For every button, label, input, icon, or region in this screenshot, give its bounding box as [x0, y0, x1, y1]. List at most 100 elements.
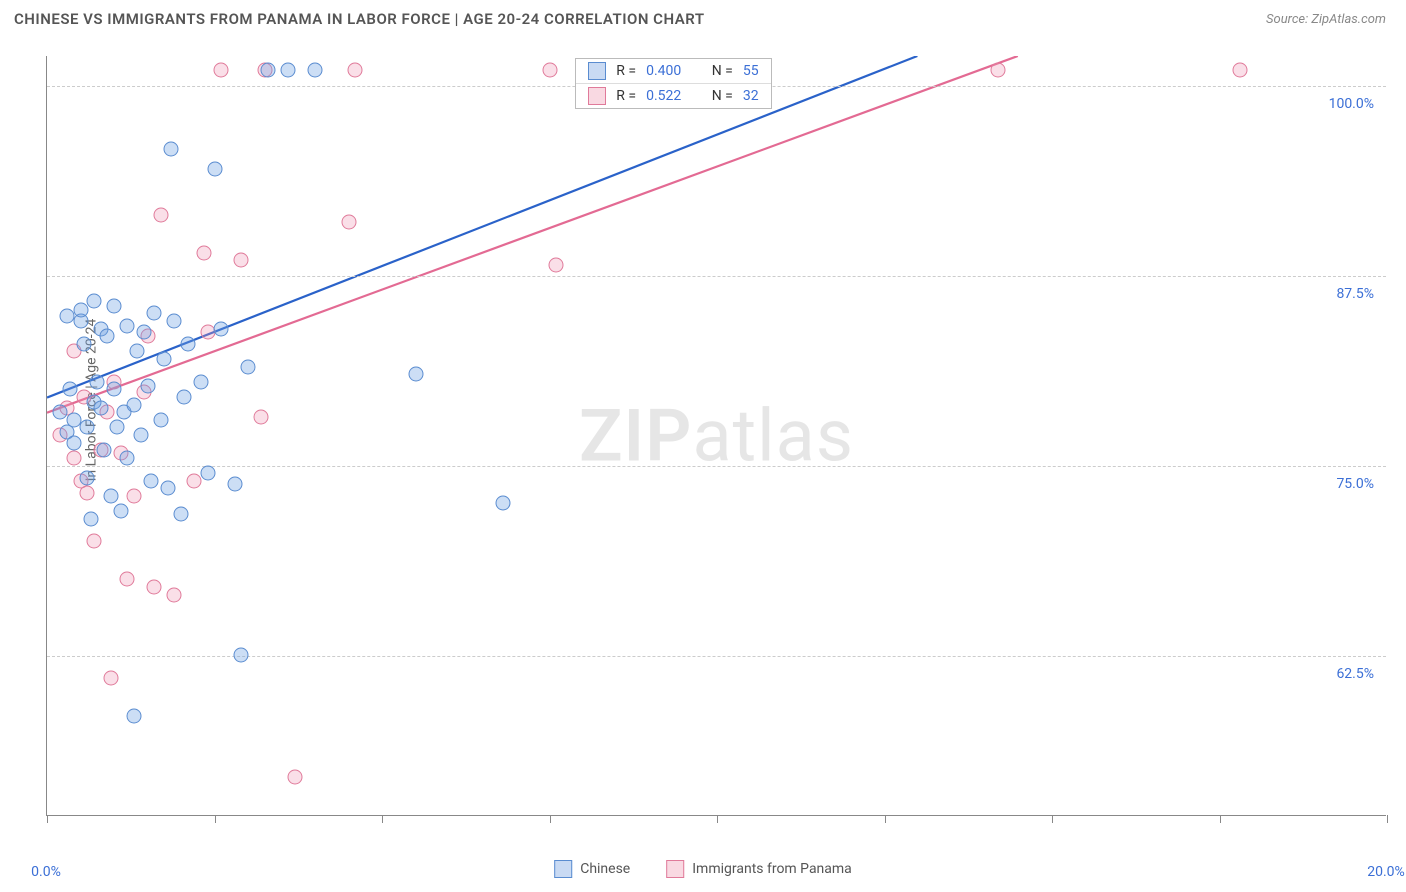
data-point — [281, 63, 296, 78]
swatch-icon — [554, 860, 572, 878]
x-tick — [382, 815, 383, 823]
gridline-h — [47, 276, 1386, 277]
data-point — [90, 374, 105, 389]
data-point — [207, 162, 222, 177]
data-point — [234, 648, 249, 663]
source-attribution: Source: ZipAtlas.com — [1266, 12, 1386, 27]
data-point — [100, 329, 115, 344]
data-point — [73, 303, 88, 318]
chart-title: CHINESE VS IMMIGRANTS FROM PANAMA IN LAB… — [14, 10, 705, 28]
data-point — [167, 587, 182, 602]
data-point — [163, 142, 178, 157]
data-point — [157, 352, 172, 367]
data-point — [495, 496, 510, 511]
data-point — [93, 400, 108, 415]
data-point — [107, 382, 122, 397]
data-point — [177, 390, 192, 405]
data-point — [96, 443, 111, 458]
legend-label: Chinese — [580, 861, 630, 877]
chart-header: CHINESE VS IMMIGRANTS FROM PANAMA IN LAB… — [0, 0, 1406, 34]
data-point — [261, 63, 276, 78]
data-point — [107, 298, 122, 313]
data-point — [147, 306, 162, 321]
data-point — [200, 466, 215, 481]
y-tick-label: 62.5% — [1336, 666, 1374, 682]
legend-item-chinese: Chinese — [554, 860, 630, 878]
data-point — [153, 207, 168, 222]
data-point — [143, 473, 158, 488]
data-point — [174, 507, 189, 522]
x-tick — [885, 815, 886, 823]
data-point — [167, 314, 182, 329]
data-point — [187, 473, 202, 488]
data-point — [103, 488, 118, 503]
x-tick — [1387, 815, 1388, 823]
data-point — [133, 428, 148, 443]
scatter-chart: ZIPatlas 62.5% 75.0% 87.5% 100.0% — [46, 56, 1386, 816]
data-point — [66, 435, 81, 450]
data-point — [227, 476, 242, 491]
data-point — [127, 709, 142, 724]
data-point — [287, 770, 302, 785]
data-point — [1232, 63, 1247, 78]
data-point — [160, 481, 175, 496]
x-tick — [47, 815, 48, 823]
x-tick-label: 0.0% — [31, 864, 61, 880]
legend-label: Immigrants from Panama — [692, 861, 852, 877]
data-point — [197, 245, 212, 260]
data-point — [127, 488, 142, 503]
y-tick-label: 87.5% — [1336, 286, 1374, 302]
data-point — [120, 318, 135, 333]
legend-bottom: Chinese Immigrants from Panama — [554, 860, 852, 878]
data-point — [341, 215, 356, 230]
data-point — [241, 359, 256, 374]
data-point — [180, 336, 195, 351]
data-point — [140, 379, 155, 394]
trend-lines — [47, 56, 1386, 815]
swatch-icon — [666, 860, 684, 878]
x-tick — [215, 815, 216, 823]
data-point — [113, 504, 128, 519]
data-point — [137, 324, 152, 339]
stats-row: R = 0.522 N = 32 — [576, 84, 770, 108]
data-point — [80, 485, 95, 500]
data-point — [120, 450, 135, 465]
swatch-icon — [588, 62, 606, 80]
x-tick-label: 20.0% — [1367, 864, 1405, 880]
data-point — [86, 534, 101, 549]
data-point — [120, 572, 135, 587]
x-tick — [717, 815, 718, 823]
data-point — [348, 63, 363, 78]
y-tick-label: 75.0% — [1336, 476, 1374, 492]
data-point — [549, 257, 564, 272]
data-point — [542, 63, 557, 78]
swatch-icon — [588, 87, 606, 105]
x-tick — [1220, 815, 1221, 823]
legend-item-panama: Immigrants from Panama — [666, 860, 852, 878]
data-point — [408, 367, 423, 382]
watermark: ZIPatlas — [579, 393, 854, 478]
data-point — [991, 63, 1006, 78]
data-point — [103, 671, 118, 686]
data-point — [308, 63, 323, 78]
data-point — [76, 336, 91, 351]
data-point — [110, 420, 125, 435]
data-point — [147, 580, 162, 595]
y-tick-label: 100.0% — [1329, 96, 1374, 112]
data-point — [80, 420, 95, 435]
data-point — [63, 382, 78, 397]
data-point — [254, 409, 269, 424]
x-tick — [550, 815, 551, 823]
data-point — [234, 253, 249, 268]
data-point — [86, 294, 101, 309]
data-point — [80, 470, 95, 485]
x-tick — [1052, 815, 1053, 823]
correlation-stats-box: R = 0.400 N = 55R = 0.522 N = 32 — [575, 58, 771, 109]
gridline-h — [47, 466, 1386, 467]
data-point — [214, 63, 229, 78]
data-point — [194, 374, 209, 389]
data-point — [66, 450, 81, 465]
data-point — [127, 397, 142, 412]
stats-row: R = 0.400 N = 55 — [576, 59, 770, 84]
data-point — [83, 511, 98, 526]
